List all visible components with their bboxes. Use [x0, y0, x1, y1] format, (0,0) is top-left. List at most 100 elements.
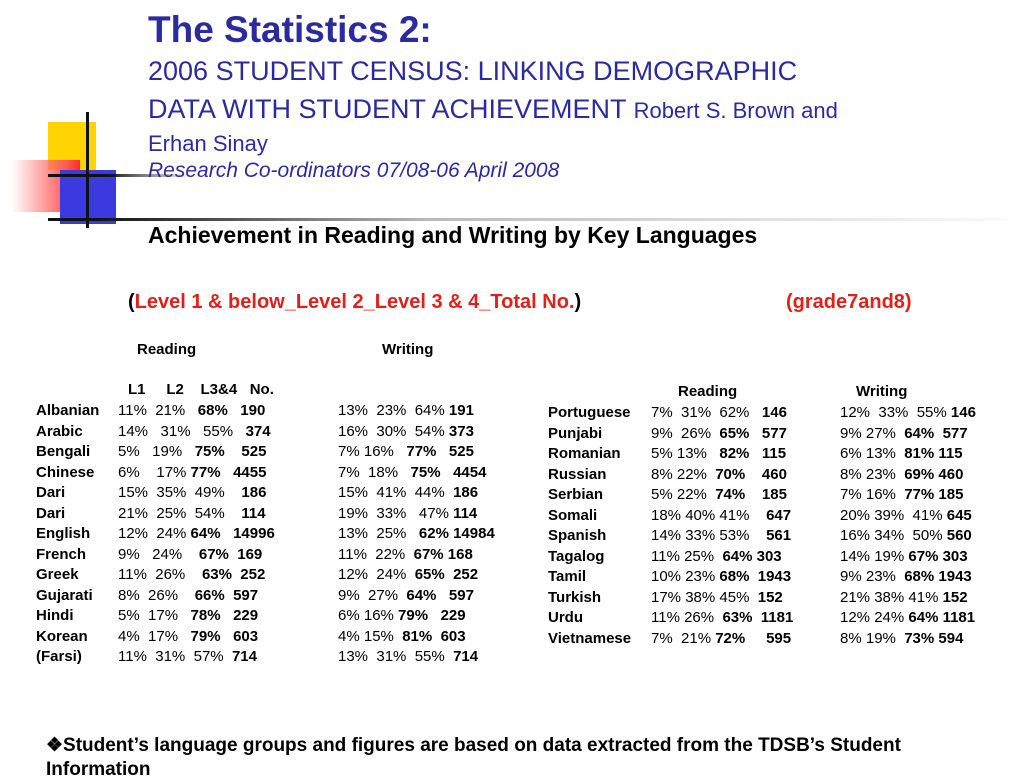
- writing-bold: 146: [950, 404, 976, 421]
- legend: (Level 1 & below_Level 2_Level 3 & 4_Tot…: [128, 291, 581, 314]
- writing-bold: 62% 14984: [418, 525, 495, 542]
- writing-values: 7% 18% 75% 4454: [338, 463, 486, 483]
- writing-percent: 8% 19%: [840, 629, 905, 647]
- reading-percent: 18% 40% 41%: [651, 506, 767, 524]
- language-label: Tagalog: [548, 547, 604, 567]
- writing-values: 16% 34% 50% 560: [840, 526, 972, 546]
- writing-bold: 64% 597: [406, 586, 474, 604]
- writing-values: 19% 33% 47% 114: [338, 504, 477, 524]
- reading-values: 11% 21% 68% 190: [118, 401, 265, 421]
- writing-percent: 16% 30% 54%: [338, 422, 449, 440]
- writing-bold: 186: [453, 484, 479, 501]
- writing-bold: 69% 460: [904, 465, 964, 483]
- writing-values: 8% 19% 73% 594: [840, 629, 963, 649]
- writing-bold: 114: [453, 504, 478, 522]
- writing-bold: 64% 1181: [908, 609, 976, 626]
- reading-percent: 7% 31% 62%: [651, 404, 762, 421]
- reading-values: 6% 17% 77% 4455: [118, 463, 266, 483]
- reading-bold: 63% 1181: [722, 609, 794, 626]
- reading-percent: 10% 23%: [651, 568, 720, 585]
- reading-percent: 9% 26%: [651, 424, 720, 442]
- writing-percent: 8% 23%: [840, 465, 905, 483]
- writing-values: 9% 23% 68% 1943: [840, 567, 972, 587]
- reading-values: 14% 33% 53% 561: [651, 526, 791, 546]
- writing-bold: 79% 229: [398, 607, 466, 624]
- language-name: Portuguese: [548, 404, 631, 421]
- reading-percent: 14% 33% 53%: [651, 527, 767, 544]
- right-writing-header: Writing: [856, 383, 908, 400]
- writing-percent: 19% 33% 47%: [338, 504, 454, 522]
- writing-values: 13% 31% 55% 714: [338, 647, 478, 667]
- reading-values: 9% 26% 65% 577: [651, 424, 787, 444]
- reading-bold: 66% 597: [194, 586, 259, 604]
- reading-bold: 72% 595: [715, 629, 792, 647]
- writing-values: 9% 27% 64% 577: [840, 424, 968, 444]
- reading-values: 11% 25% 64% 303: [651, 547, 782, 567]
- reading-percent: 21% 25% 54%: [118, 504, 242, 522]
- reading-bold: 74% 185: [715, 486, 787, 503]
- reading-values: 4% 17% 79% 603: [118, 627, 258, 647]
- writing-bold: 714: [453, 648, 479, 665]
- writing-values: 7% 16% 77% 185: [840, 485, 963, 505]
- language-label: (Farsi): [36, 647, 82, 667]
- language-name: Russian: [548, 465, 607, 483]
- language-name: Dari: [36, 504, 66, 522]
- reading-percent: 5% 22%: [651, 486, 716, 503]
- language-label: Somali: [548, 506, 597, 526]
- language-label: Albanian: [36, 401, 99, 421]
- language-name: French: [36, 545, 87, 563]
- reading-bold: 152: [757, 588, 783, 606]
- writing-bold: 81% 115: [904, 445, 963, 462]
- reading-bold: 65% 577: [719, 424, 787, 442]
- reading-percent: 11% 26%: [118, 566, 202, 583]
- language-label: English: [36, 524, 90, 544]
- language-name: Bengali: [36, 443, 91, 460]
- decorative-logo: [0, 100, 1008, 240]
- reading-values: 11% 31% 57% 714: [118, 647, 257, 667]
- reading-bold: 64% 14996: [190, 525, 275, 542]
- language-name: Chinese: [36, 463, 95, 481]
- writing-bold: 65% 252: [414, 566, 479, 583]
- grade-label: (grade7and8): [786, 291, 912, 313]
- writing-percent: 7% 16%: [338, 443, 407, 460]
- title-authors-cont: Erhan Sinay: [148, 131, 268, 156]
- horizontal-line: [48, 174, 188, 177]
- writing-bold: 73% 594: [904, 629, 964, 647]
- writing-bold: 645: [946, 506, 972, 524]
- reading-percent: 17% 38% 45%: [651, 588, 758, 606]
- reading-percent: 5% 13%: [651, 445, 720, 462]
- reading-values: 8% 26% 66% 597: [118, 586, 258, 606]
- language-label: Tamil: [548, 567, 586, 587]
- writing-percent: 4% 15%: [338, 627, 403, 645]
- reading-values: 10% 23% 68% 1943: [651, 567, 791, 587]
- writing-bold: 67% 303: [908, 547, 968, 565]
- reading-percent: 12% 24%: [118, 525, 191, 542]
- reading-values: 14% 31% 55% 374: [118, 422, 271, 442]
- reading-values: 11% 26% 63% 1181: [651, 608, 793, 628]
- language-label: Russian: [548, 465, 606, 485]
- reading-values: 7% 21% 72% 595: [651, 629, 791, 649]
- language-name: Serbian: [548, 486, 604, 503]
- reading-values: 15% 35% 49% 186: [118, 483, 266, 503]
- writing-bold: 560: [946, 527, 972, 544]
- writing-bold: 152: [942, 588, 968, 606]
- writing-percent: 9% 23%: [840, 568, 905, 585]
- writing-values: 8% 23% 69% 460: [840, 465, 963, 485]
- reading-values: 18% 40% 41% 647: [651, 506, 791, 526]
- writing-values: 11% 22% 67% 168: [338, 545, 473, 565]
- writing-values: 13% 23% 64% 191: [338, 401, 474, 421]
- reading-bold: 374: [245, 422, 271, 440]
- reading-percent: 7% 21%: [651, 629, 716, 647]
- writing-percent: 16% 34% 50%: [840, 527, 947, 544]
- language-name: Turkish: [548, 588, 602, 606]
- language-label: Greek: [36, 565, 79, 585]
- language-name: Arabic: [36, 422, 83, 440]
- writing-percent: 12% 24%: [840, 609, 909, 626]
- language-name: Tagalog: [548, 547, 605, 565]
- reading-percent: 6% 17%: [118, 463, 191, 481]
- language-label: Vietnamese: [548, 629, 631, 649]
- writing-bold: 75% 4454: [410, 463, 487, 481]
- legend-close: ): [574, 291, 582, 313]
- writing-bold: 68% 1943: [904, 568, 972, 585]
- writing-bold: 373: [448, 422, 474, 440]
